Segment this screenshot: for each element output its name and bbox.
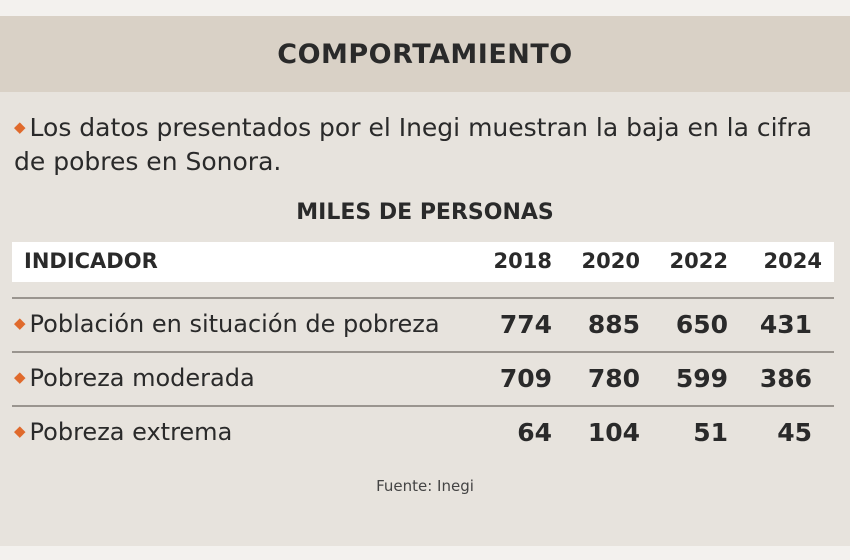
column-header-2022: 2022	[669, 249, 728, 273]
cell-2018: 709	[499, 364, 552, 393]
cell-2022: 51	[693, 418, 728, 447]
row-label-text: Población en situación de pobreza	[29, 310, 440, 338]
column-header-indicator: INDICADOR	[24, 249, 158, 273]
cell-2020: 104	[587, 418, 640, 447]
row-label: ◆ Pobreza extrema	[14, 418, 232, 446]
row-divider	[12, 405, 834, 407]
cell-2020: 885	[587, 310, 640, 339]
row-label: ◆ Población en situación de pobreza	[14, 310, 440, 338]
cell-2022: 650	[675, 310, 728, 339]
bottom-strip	[0, 546, 850, 560]
cell-2024: 431	[759, 310, 812, 339]
header-bar: COMPORTAMIENTO	[0, 16, 850, 92]
column-header-2024: 2024	[763, 249, 822, 273]
bullet-icon: ◆	[14, 422, 26, 440]
cell-2022: 599	[675, 364, 728, 393]
table-row: ◆ Pobreza extrema 64 104 51 45	[12, 408, 834, 460]
row-divider	[12, 351, 834, 353]
row-label: ◆ Pobreza moderada	[14, 364, 255, 392]
bullet-icon: ◆	[14, 118, 26, 136]
column-header-2020: 2020	[581, 249, 640, 273]
row-label-text: Pobreza moderada	[29, 364, 255, 392]
table-row: ◆ Población en situación de pobreza 774 8…	[12, 300, 834, 352]
table-header-row: INDICADOR 2018 2020 2022 2024	[12, 242, 834, 282]
row-divider	[12, 297, 834, 299]
cell-2018: 64	[517, 418, 552, 447]
table-title: MILES DE PERSONAS	[296, 200, 554, 225]
source-note: Fuente: Inegi	[376, 477, 474, 495]
intro-paragraph: ◆ Los datos presentados por el Inegi mues…	[14, 110, 814, 179]
cell-2018: 774	[499, 310, 552, 339]
top-strip	[0, 0, 850, 16]
bullet-icon: ◆	[14, 368, 26, 386]
table-row: ◆ Pobreza moderada 709 780 599 386	[12, 354, 834, 406]
column-header-2018: 2018	[493, 249, 552, 273]
intro-text: Los datos presentados por el Inegi muest…	[14, 113, 812, 176]
cell-2024: 386	[759, 364, 812, 393]
bullet-icon: ◆	[14, 314, 26, 332]
cell-2020: 780	[587, 364, 640, 393]
cell-2024: 45	[777, 418, 812, 447]
header-title: COMPORTAMIENTO	[277, 38, 573, 70]
row-label-text: Pobreza extrema	[29, 418, 233, 446]
